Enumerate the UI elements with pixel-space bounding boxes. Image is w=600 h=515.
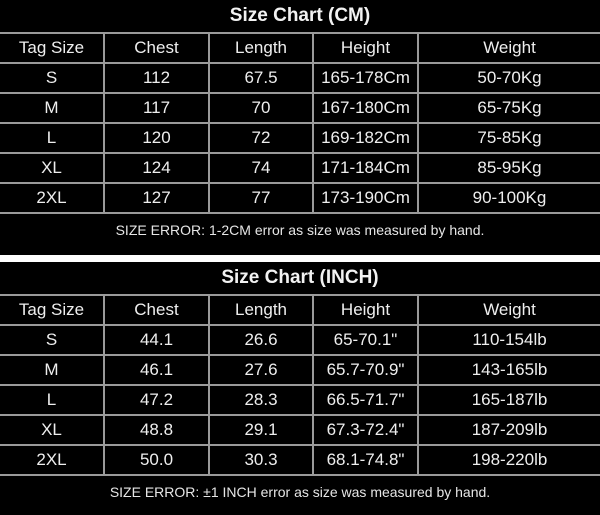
table-cell: 29.1: [208, 414, 314, 446]
table-cell: 50-70Kg: [417, 62, 600, 94]
table-row: XL 48.8 29.1 67.3-72.4" 187-209lb: [0, 414, 600, 446]
table-cell: L: [0, 122, 105, 154]
header-row: Tag Size Chest Length Height Weight: [0, 296, 600, 326]
table-cell: 120: [103, 122, 210, 154]
table-cell: 48.8: [103, 414, 210, 446]
table-cell: 117: [103, 92, 210, 124]
table-cell: 65.7-70.9": [312, 354, 419, 386]
column-header: Chest: [103, 296, 210, 326]
column-header: Height: [312, 34, 419, 64]
chart-title: Size Chart (CM): [0, 0, 600, 34]
table-row: M 46.1 27.6 65.7-70.9" 143-165lb: [0, 354, 600, 386]
table-row: L 47.2 28.3 66.5-71.7" 165-187lb: [0, 384, 600, 416]
table-cell: 67.5: [208, 62, 314, 94]
column-header: Weight: [417, 296, 600, 326]
table-cell: 68.1-74.8": [312, 444, 419, 476]
column-header: Length: [208, 34, 314, 64]
table-cell: 110-154lb: [417, 324, 600, 356]
table-cell: 26.6: [208, 324, 314, 356]
table-cell: 171-184Cm: [312, 152, 419, 184]
table-cell: 72: [208, 122, 314, 154]
table-cell: M: [0, 354, 105, 386]
table-row: 2XL 50.0 30.3 68.1-74.8" 198-220lb: [0, 444, 600, 476]
table-cell: XL: [0, 414, 105, 446]
table-row: S 112 67.5 165-178Cm 50-70Kg: [0, 62, 600, 94]
table-cell: 75-85Kg: [417, 122, 600, 154]
column-header: Tag Size: [0, 34, 105, 64]
table-cell: 85-95Kg: [417, 152, 600, 184]
table-cell: 74: [208, 152, 314, 184]
size-error-note: SIZE ERROR: ±1 INCH error as size was me…: [109, 484, 491, 500]
table-row: 2XL 127 77 173-190Cm 90-100Kg: [0, 182, 600, 214]
table-cell: 90-100Kg: [417, 182, 600, 214]
column-header: Chest: [103, 34, 210, 64]
table-cell: 77: [208, 182, 314, 214]
table-cell: 112: [103, 62, 210, 94]
table-cell: 30.3: [208, 444, 314, 476]
table-cell: 167-180Cm: [312, 92, 419, 124]
table-cell: 2XL: [0, 182, 105, 214]
size-chart-cm: Size Chart (CM) Tag Size Chest Length Height…: [0, 0, 600, 255]
table-cell: 165-187lb: [417, 384, 600, 416]
table-cell: 47.2: [103, 384, 210, 416]
table-cell: 165-178Cm: [312, 62, 419, 94]
table-cell: M: [0, 92, 105, 124]
table-cell: 65-70.1": [312, 324, 419, 356]
chart-title: Size Chart (INCH): [0, 262, 600, 296]
table-row: S 44.1 26.6 65-70.1" 110-154lb: [0, 324, 600, 356]
column-header: Weight: [417, 34, 600, 64]
table-cell: 27.6: [208, 354, 314, 386]
table-cell: 124: [103, 152, 210, 184]
size-error-note: SIZE ERROR: 1-2CM error as size was meas…: [115, 222, 485, 238]
table-cell: 143-165lb: [417, 354, 600, 386]
table-row: XL 124 74 171-184Cm 85-95Kg: [0, 152, 600, 184]
table-row: M 117 70 167-180Cm 65-75Kg: [0, 92, 600, 124]
table-cell: 198-220lb: [417, 444, 600, 476]
table-cell: S: [0, 62, 105, 94]
column-header: Length: [208, 296, 314, 326]
table-cell: 66.5-71.7": [312, 384, 419, 416]
table-cell: 50.0: [103, 444, 210, 476]
table-cell: 65-75Kg: [417, 92, 600, 124]
table-cell: 127: [103, 182, 210, 214]
column-header: Height: [312, 296, 419, 326]
table-cell: 46.1: [103, 354, 210, 386]
table-cell: 169-182Cm: [312, 122, 419, 154]
table-cell: 2XL: [0, 444, 105, 476]
size-table: Tag Size Chest Length Height Weight S 112 67.5 1…: [0, 34, 600, 214]
table-cell: 67.3-72.4": [312, 414, 419, 446]
table-cell: L: [0, 384, 105, 416]
table-cell: 28.3: [208, 384, 314, 416]
table-cell: 70: [208, 92, 314, 124]
table-cell: 173-190Cm: [312, 182, 419, 214]
size-chart-inch: Size Chart (INCH) Tag Size Chest Length Heig…: [0, 262, 600, 515]
size-table: Tag Size Chest Length Height Weight S 44.1 26.6…: [0, 296, 600, 476]
column-header: Tag Size: [0, 296, 105, 326]
table-row: L 120 72 169-182Cm 75-85Kg: [0, 122, 600, 154]
table-cell: 44.1: [103, 324, 210, 356]
table-cell: S: [0, 324, 105, 356]
table-cell: XL: [0, 152, 105, 184]
table-cell: 187-209lb: [417, 414, 600, 446]
header-row: Tag Size Chest Length Height Weight: [0, 34, 600, 64]
